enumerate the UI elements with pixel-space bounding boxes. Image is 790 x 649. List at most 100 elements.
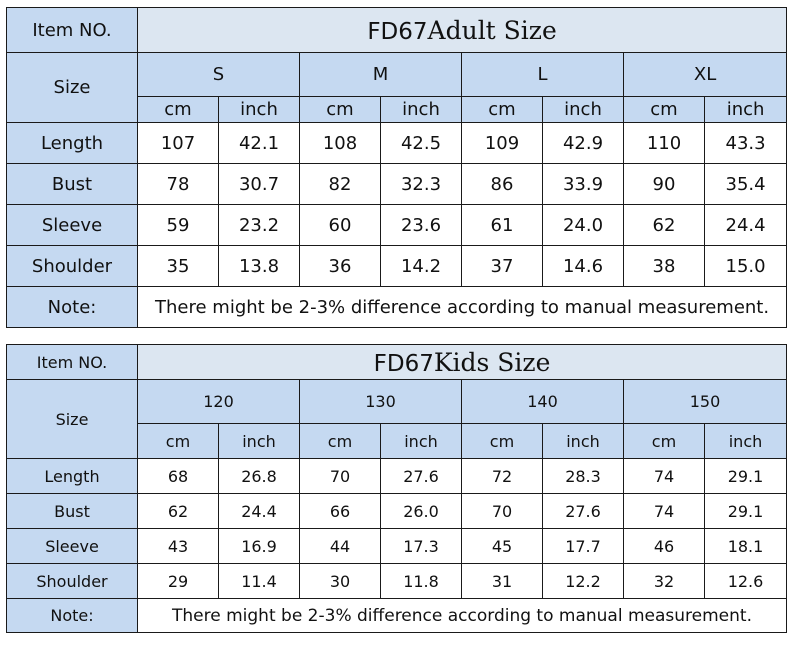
cell-value: 16.9 bbox=[218, 528, 300, 564]
cell-value: 36 bbox=[299, 245, 381, 287]
unit-cm: cm bbox=[623, 423, 705, 459]
cell-value: 74 bbox=[623, 493, 705, 529]
cell-value: 59 bbox=[137, 204, 219, 246]
cell-value: 14.6 bbox=[542, 245, 624, 287]
cell-value: 30 bbox=[299, 563, 381, 599]
cell-value: 32 bbox=[623, 563, 705, 599]
cell-value: 11.8 bbox=[380, 563, 462, 599]
size-header: L bbox=[461, 52, 624, 97]
note-label: Note: bbox=[6, 286, 138, 328]
unit-cm: cm bbox=[137, 96, 219, 123]
size-header: 130 bbox=[299, 379, 462, 424]
table-title: FD67Kids Size bbox=[136, 344, 788, 380]
table-row: Bust 62 24.4 66 26.0 70 27.6 74 29.1 bbox=[6, 493, 788, 529]
cell-value: 26.0 bbox=[380, 493, 462, 529]
cell-value: 60 bbox=[299, 204, 381, 246]
cell-value: 45 bbox=[461, 528, 543, 564]
unit-inch: inch bbox=[703, 423, 788, 459]
cell-value: 27.6 bbox=[542, 493, 624, 529]
size-header: 150 bbox=[622, 379, 788, 424]
unit-cm: cm bbox=[299, 96, 381, 123]
cell-value: 42.9 bbox=[542, 122, 624, 164]
size-label: Size bbox=[6, 52, 138, 123]
cell-value: 24.4 bbox=[703, 204, 788, 246]
unit-cm: cm bbox=[623, 96, 705, 123]
cell-value: 23.2 bbox=[218, 204, 300, 246]
cell-value: 30.7 bbox=[218, 163, 300, 205]
cell-value: 35 bbox=[137, 245, 219, 287]
cell-value: 15.0 bbox=[703, 245, 788, 287]
unit-cm: cm bbox=[299, 423, 381, 459]
note-text: There might be 2-3% difference according… bbox=[136, 286, 788, 328]
cell-value: 11.4 bbox=[218, 563, 300, 599]
unit-inch: inch bbox=[218, 96, 300, 123]
cell-value: 74 bbox=[623, 458, 705, 494]
cell-value: 35.4 bbox=[703, 163, 788, 205]
cell-value: 33.9 bbox=[542, 163, 624, 205]
cell-value: 12.2 bbox=[542, 563, 624, 599]
unit-cm: cm bbox=[461, 423, 543, 459]
row-label: Bust bbox=[6, 163, 138, 205]
table-row: Length 68 26.8 70 27.6 72 28.3 74 29.1 bbox=[6, 458, 788, 494]
note-text: There might be 2-3% difference according… bbox=[136, 598, 788, 633]
table-row: Bust 78 30.7 82 32.3 86 33.9 90 35.4 bbox=[6, 163, 788, 205]
cell-value: 23.6 bbox=[380, 204, 462, 246]
unit-inch: inch bbox=[542, 423, 624, 459]
cell-value: 70 bbox=[461, 493, 543, 529]
note-label: Note: bbox=[6, 598, 138, 633]
table-row: Sleeve 43 16.9 44 17.3 45 17.7 46 18.1 bbox=[6, 528, 788, 564]
cell-value: 32.3 bbox=[380, 163, 462, 205]
cell-value: 109 bbox=[461, 122, 543, 164]
row-label: Length bbox=[6, 458, 138, 494]
cell-value: 108 bbox=[299, 122, 381, 164]
cell-value: 13.8 bbox=[218, 245, 300, 287]
cell-value: 28.3 bbox=[542, 458, 624, 494]
cell-value: 27.6 bbox=[380, 458, 462, 494]
cell-value: 72 bbox=[461, 458, 543, 494]
cell-value: 66 bbox=[299, 493, 381, 529]
unit-inch: inch bbox=[703, 96, 788, 123]
cell-value: 61 bbox=[461, 204, 543, 246]
item-no-label: Item NO. bbox=[6, 7, 138, 53]
table-row: Shoulder 35 13.8 36 14.2 37 14.6 38 15.0 bbox=[6, 245, 788, 287]
size-label: Size bbox=[6, 379, 138, 459]
unit-cm: cm bbox=[461, 96, 543, 123]
cell-value: 70 bbox=[299, 458, 381, 494]
size-header: 120 bbox=[137, 379, 300, 424]
unit-inch: inch bbox=[218, 423, 300, 459]
item-no-label: Item NO. bbox=[6, 344, 138, 380]
cell-value: 82 bbox=[299, 163, 381, 205]
row-label: Bust bbox=[6, 493, 138, 529]
table-row: Length 107 42.1 108 42.5 109 42.9 110 43… bbox=[6, 122, 788, 164]
product-code: FD67 bbox=[367, 18, 428, 45]
cell-value: 31 bbox=[461, 563, 543, 599]
cell-value: 18.1 bbox=[703, 528, 788, 564]
row-label: Sleeve bbox=[6, 204, 138, 246]
size-header: S bbox=[137, 52, 300, 97]
cell-value: 17.7 bbox=[542, 528, 624, 564]
kids-size-table: Item NO. FD67Kids Size Size 120 130 140 … bbox=[6, 344, 788, 633]
cell-value: 68 bbox=[137, 458, 219, 494]
cell-value: 62 bbox=[623, 204, 705, 246]
cell-value: 43 bbox=[137, 528, 219, 564]
cell-value: 24.0 bbox=[542, 204, 624, 246]
cell-value: 42.1 bbox=[218, 122, 300, 164]
size-header: M bbox=[299, 52, 462, 97]
table-row: Shoulder 29 11.4 30 11.8 31 12.2 32 12.6 bbox=[6, 563, 788, 599]
unit-inch: inch bbox=[380, 423, 462, 459]
row-label: Shoulder bbox=[6, 563, 138, 599]
cell-value: 78 bbox=[137, 163, 219, 205]
adult-size-table: Item NO. FD67Adult Size Size S M L XL cm… bbox=[6, 7, 788, 328]
row-label: Shoulder bbox=[6, 245, 138, 287]
cell-value: 37 bbox=[461, 245, 543, 287]
cell-value: 42.5 bbox=[380, 122, 462, 164]
unit-inch: inch bbox=[542, 96, 624, 123]
cell-value: 29 bbox=[137, 563, 219, 599]
row-label: Length bbox=[6, 122, 138, 164]
size-header: XL bbox=[622, 52, 788, 97]
cell-value: 14.2 bbox=[380, 245, 462, 287]
cell-value: 29.1 bbox=[703, 458, 788, 494]
cell-value: 12.6 bbox=[703, 563, 788, 599]
cell-value: 86 bbox=[461, 163, 543, 205]
table-title-text: Kids Size bbox=[433, 347, 551, 377]
